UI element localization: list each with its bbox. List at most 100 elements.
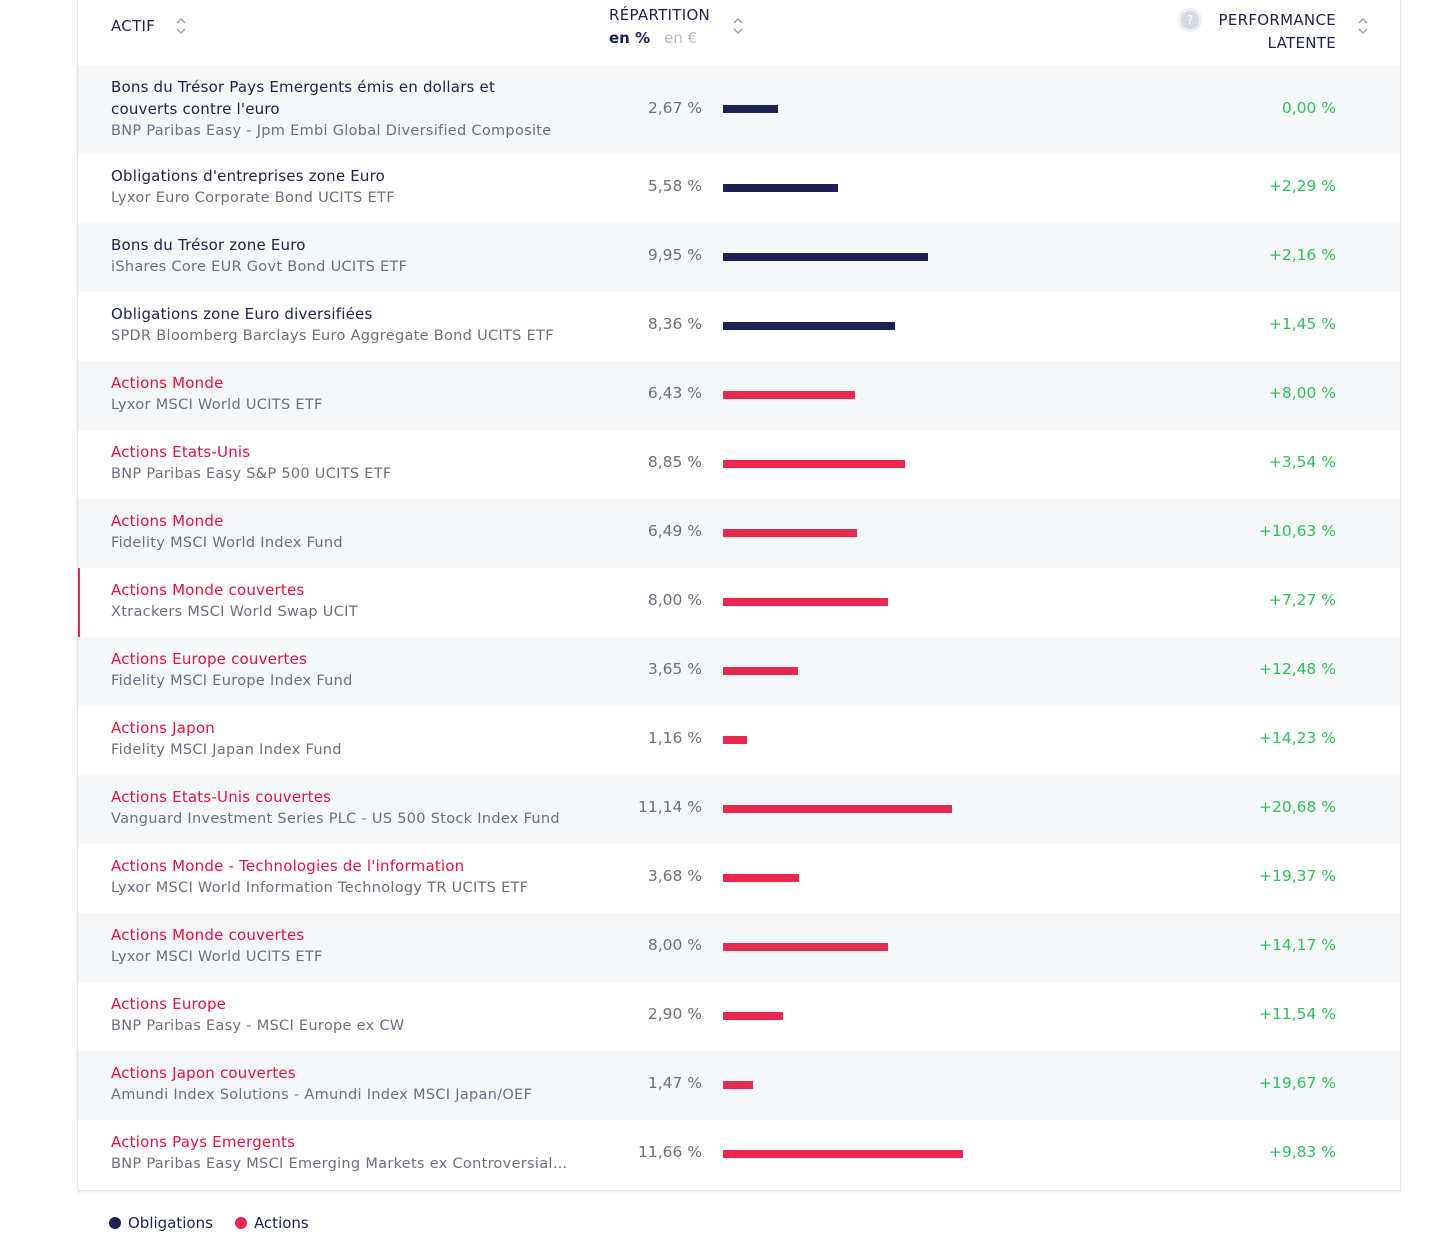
table-row[interactable]: Obligations d'entreprises zone Euro Lyxor… <box>78 154 1400 223</box>
asset-name: Obligations zone Euro diversifiées <box>111 305 373 323</box>
fund-name: BNP Paribas Easy S&P 500 UCITS ETF <box>111 466 392 482</box>
asset-cell: Obligations d'entreprises zone Euro Lyxor… <box>111 165 571 209</box>
allocation-percent: 8,36 % <box>647 315 702 333</box>
performance-value: +3,54 % <box>1268 453 1336 471</box>
allocation-bar <box>723 943 888 951</box>
fund-name: Vanguard Investment Series PLC - US 500 … <box>111 811 560 827</box>
asset-name: Bons du Trésor zone Euro <box>111 236 306 254</box>
allocation-percent: 2,67 % <box>647 99 702 117</box>
performance-value: +10,63 % <box>1258 522 1336 540</box>
table-row[interactable]: Actions Europe couvertes Fidelity MSCI Eu… <box>78 637 1400 706</box>
table-row[interactable]: Actions Japon couvertes Amundi Index Solu… <box>78 1051 1400 1120</box>
allocation-bar <box>723 736 747 744</box>
performance-value: +11,54 % <box>1258 1005 1336 1023</box>
performance-value: +20,68 % <box>1258 798 1336 816</box>
table-row[interactable]: Obligations zone Euro diversifiées SPDR B… <box>78 292 1400 361</box>
sort-arrows-icon[interactable] <box>1355 15 1371 37</box>
allocation-percent: 5,58 % <box>647 177 702 195</box>
asset-cell: Actions Europe BNP Paribas Easy - MSCI Eu… <box>111 993 571 1037</box>
allocation-bar <box>723 322 895 330</box>
allocation-bar <box>723 805 952 813</box>
allocation-table: ACTIF RÉPARTITION en % en € ? PERFORMANCE… <box>77 0 1401 1191</box>
asset-name: Actions Monde <box>111 512 224 530</box>
performance-value: +7,27 % <box>1268 591 1336 609</box>
table-row[interactable]: Actions Monde Fidelity MSCI World Index F… <box>78 499 1400 568</box>
allocation-percent: 11,66 % <box>637 1143 702 1161</box>
fund-name: BNP Paribas Easy - Jpm Embi Global Diver… <box>111 123 552 139</box>
allocation-bar <box>723 1150 963 1158</box>
fund-name: Fidelity MSCI Europe Index Fund <box>111 673 353 689</box>
table-row[interactable]: Actions Etats-Unis BNP Paribas Easy S&P 5… <box>78 430 1400 499</box>
asset-cell: Actions Japon couvertes Amundi Index Solu… <box>111 1062 571 1106</box>
allocation-percent: 11,14 % <box>637 798 702 816</box>
table-row[interactable]: Actions Japon Fidelity MSCI Japan Index F… <box>78 706 1400 775</box>
legend-label-actions: Actions <box>253 1214 309 1232</box>
fund-name: Xtrackers MSCI World Swap UCIT <box>111 604 358 620</box>
allocation-percent: 2,90 % <box>647 1005 702 1023</box>
table-row[interactable]: Actions Monde - Technologies de l'inform… <box>78 844 1400 913</box>
asset-name: Actions Monde couvertes <box>111 926 305 944</box>
performance-value: 0,00 % <box>1281 99 1336 117</box>
fund-name: SPDR Bloomberg Barclays Euro Aggregate B… <box>111 328 554 344</box>
performance-value: +2,16 % <box>1268 246 1336 264</box>
allocation-bar <box>723 391 855 399</box>
performance-value: +1,45 % <box>1268 315 1336 333</box>
column-header-actif: ACTIF <box>111 17 156 35</box>
sort-arrows-icon[interactable] <box>730 15 746 37</box>
legend-item-obligations: Obligations <box>109 1214 213 1232</box>
fund-name: Lyxor MSCI World UCITS ETF <box>111 949 323 965</box>
table-row[interactable]: Actions Etats-Unis couvertes Vanguard Inv… <box>78 775 1400 844</box>
toggle-euro[interactable]: en € <box>664 29 698 47</box>
fund-name: Amundi Index Solutions - Amundi Index MS… <box>111 1087 533 1103</box>
column-header-performance: PERFORMANCE LATENTE <box>1219 9 1336 55</box>
allocation-percent: 1,16 % <box>647 729 702 747</box>
asset-name: Obligations d'entreprises zone Euro <box>111 167 386 185</box>
allocation-percent: 1,47 % <box>647 1074 702 1092</box>
fund-name: BNP Paribas Easy - MSCI Europe ex CW <box>111 1018 405 1034</box>
asset-cell: Actions Japon Fidelity MSCI Japan Index F… <box>111 717 571 761</box>
asset-cell: Actions Etats-Unis BNP Paribas Easy S&P 5… <box>111 441 571 485</box>
table-row[interactable]: Actions Europe BNP Paribas Easy - MSCI Eu… <box>78 982 1400 1051</box>
fund-name: BNP Paribas Easy MSCI Emerging Markets e… <box>111 1156 571 1172</box>
asset-name: Actions Japon <box>111 719 215 737</box>
allocation-bar <box>723 105 778 113</box>
allocation-percent: 3,65 % <box>647 660 702 678</box>
repartition-unit-toggle: en % en € <box>609 29 697 47</box>
sort-arrows-icon[interactable] <box>173 15 189 37</box>
table-row[interactable]: Bons du Trésor Pays Emergents émis en do… <box>78 66 1400 154</box>
allocation-percent: 6,43 % <box>647 384 702 402</box>
allocation-bar <box>723 1081 753 1089</box>
allocation-percent: 9,95 % <box>647 246 702 264</box>
question-mark-icon[interactable]: ? <box>1178 8 1202 32</box>
toggle-percent[interactable]: en % <box>609 29 651 47</box>
asset-cell: Actions Etats-Unis couvertes Vanguard Inv… <box>111 786 571 830</box>
fund-name: Lyxor MSCI World Information Technology … <box>111 880 529 896</box>
allocation-percent: 6,49 % <box>647 522 702 540</box>
table-row[interactable]: Actions Pays Emergents BNP Paribas Easy M… <box>78 1120 1400 1189</box>
legend-item-actions: Actions <box>234 1214 309 1232</box>
allocation-bar <box>723 529 857 537</box>
allocation-bar <box>723 598 888 606</box>
performance-value: +2,29 % <box>1268 177 1336 195</box>
asset-cell: Actions Monde couvertes Xtrackers MSCI Wo… <box>111 579 571 623</box>
performance-value: +8,00 % <box>1268 384 1336 402</box>
asset-cell: Actions Monde Fidelity MSCI World Index F… <box>111 510 571 554</box>
performance-value: +14,23 % <box>1258 729 1336 747</box>
column-header-repartition: RÉPARTITION <box>609 6 711 24</box>
allocation-bar <box>723 184 838 192</box>
asset-name: Actions Europe couvertes <box>111 650 308 668</box>
table-header: ACTIF RÉPARTITION en % en € ? PERFORMANCE… <box>78 0 1400 66</box>
fund-name: Fidelity MSCI World Index Fund <box>111 535 343 551</box>
asset-name: Actions Monde - Technologies de l'inform… <box>111 857 465 875</box>
asset-name: Actions Monde couvertes <box>111 581 305 599</box>
asset-cell: Actions Monde couvertes Lyxor MSCI World … <box>111 924 571 968</box>
table-row[interactable]: Actions Monde Lyxor MSCI World UCITS ETF 6… <box>78 361 1400 430</box>
allocation-percent: 8,00 % <box>647 936 702 954</box>
table-row[interactable]: Actions Monde couvertes Lyxor MSCI World … <box>78 913 1400 982</box>
table-row[interactable]: Bons du Trésor zone Euro iShares Core EUR… <box>78 223 1400 292</box>
legend-label-obligations: Obligations <box>128 1214 213 1232</box>
performance-value: +14,17 % <box>1258 936 1336 954</box>
table-row[interactable]: Actions Monde couvertes Xtrackers MSCI Wo… <box>78 568 1400 637</box>
allocation-bar <box>723 460 905 468</box>
fund-name: Lyxor MSCI World UCITS ETF <box>111 397 323 413</box>
